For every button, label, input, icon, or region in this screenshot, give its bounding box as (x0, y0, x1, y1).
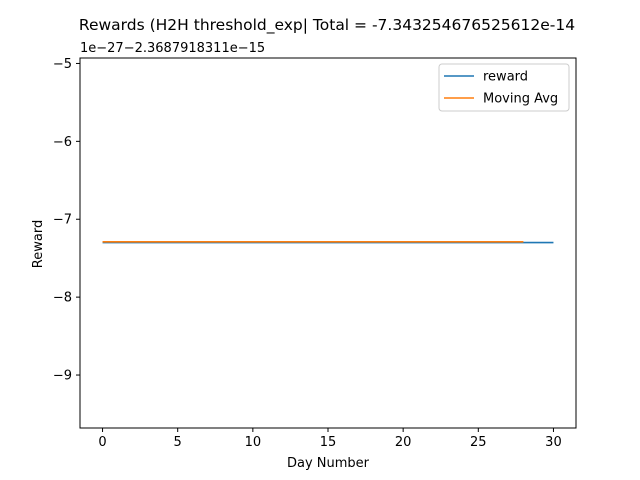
y-tick-label: −7 (53, 213, 72, 228)
legend: reward Moving Avg (438, 63, 570, 112)
x-tick-label: 0 (98, 435, 106, 450)
x-tick-label: 10 (245, 435, 262, 450)
series-lines (102, 241, 554, 244)
x-tick-label: 25 (470, 435, 487, 450)
y-tick-label: −6 (53, 135, 72, 150)
y-axis-ticks: −9 −8 −7 −6 −5 (53, 57, 80, 384)
legend-label-moving-avg: Moving Avg (483, 92, 558, 107)
y-axis-offset-label: 1e−27−2.3687918311e−15 (80, 41, 265, 56)
y-tick-label: −5 (53, 57, 72, 72)
x-tick-label: 15 (320, 435, 337, 450)
legend-label-reward: reward (483, 70, 528, 85)
x-axis-label: Day Number (287, 456, 370, 471)
y-axis-label: Reward (31, 220, 46, 268)
x-tick-label: 20 (395, 435, 412, 450)
chart-title: Rewards (H2H threshold_exp| Total = -7.3… (79, 16, 575, 35)
x-axis-ticks: 0 5 10 15 20 25 30 (98, 428, 562, 450)
plot-frame (79, 57, 577, 429)
y-tick-label: −9 (53, 369, 72, 384)
y-tick-label: −8 (53, 291, 72, 306)
x-tick-label: 5 (174, 435, 182, 450)
x-tick-label: 30 (545, 435, 562, 450)
